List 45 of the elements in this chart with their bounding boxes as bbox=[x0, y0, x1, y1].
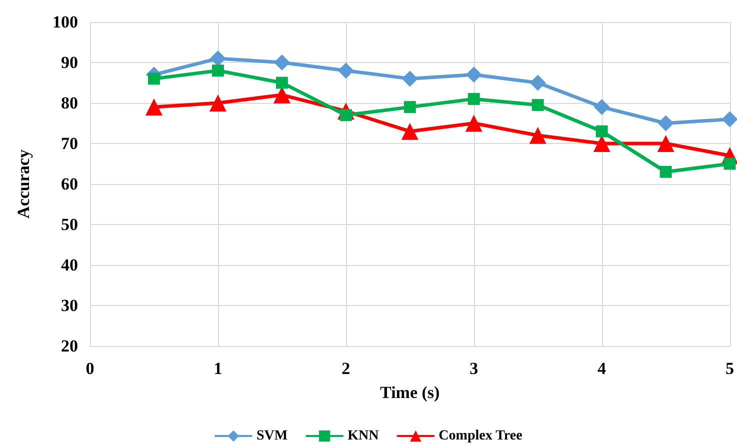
y-tick-label: 70 bbox=[61, 134, 78, 153]
x-tick-label: 4 bbox=[598, 359, 607, 378]
point bbox=[722, 111, 737, 128]
y-tick-label: 50 bbox=[61, 215, 78, 234]
point bbox=[404, 101, 416, 114]
point bbox=[466, 66, 482, 83]
y-tick-label: 30 bbox=[61, 296, 78, 315]
y-tick-label: 20 bbox=[61, 336, 78, 356]
point bbox=[274, 54, 290, 70]
point bbox=[594, 99, 610, 116]
x-tick-label: 1 bbox=[214, 359, 222, 378]
x-tick-label: 0 bbox=[86, 359, 94, 378]
x-tick-label: 5 bbox=[726, 359, 734, 378]
point bbox=[660, 166, 672, 178]
point bbox=[212, 64, 224, 77]
y-tick-label: 60 bbox=[61, 174, 78, 194]
point bbox=[596, 125, 608, 138]
x-tick-label: 2 bbox=[342, 359, 350, 378]
point bbox=[209, 94, 226, 112]
y-tick-label: 90 bbox=[61, 53, 78, 72]
y-axis-title: Accuracy bbox=[14, 149, 33, 218]
legend-label: KNN bbox=[348, 428, 379, 444]
point bbox=[276, 76, 288, 89]
point bbox=[145, 98, 162, 116]
point bbox=[657, 135, 674, 152]
legend-label: Complex Tree bbox=[438, 428, 522, 444]
point bbox=[724, 158, 736, 170]
point bbox=[530, 74, 546, 91]
legend-label: SVM bbox=[256, 428, 288, 444]
point bbox=[658, 115, 674, 132]
x-axis-title: Time (s) bbox=[380, 383, 440, 402]
point bbox=[468, 92, 480, 105]
x-tick-label: 3 bbox=[470, 359, 478, 378]
y-tick-label: 80 bbox=[61, 94, 78, 112]
point bbox=[148, 72, 160, 85]
point bbox=[465, 114, 482, 132]
point bbox=[402, 70, 418, 87]
y-tick-label: 40 bbox=[61, 256, 78, 274]
point bbox=[593, 135, 610, 152]
y-tick-label: 100 bbox=[52, 12, 78, 32]
point bbox=[338, 62, 354, 79]
point bbox=[529, 126, 546, 144]
point bbox=[532, 99, 544, 112]
point bbox=[401, 122, 418, 140]
point bbox=[210, 50, 226, 66]
